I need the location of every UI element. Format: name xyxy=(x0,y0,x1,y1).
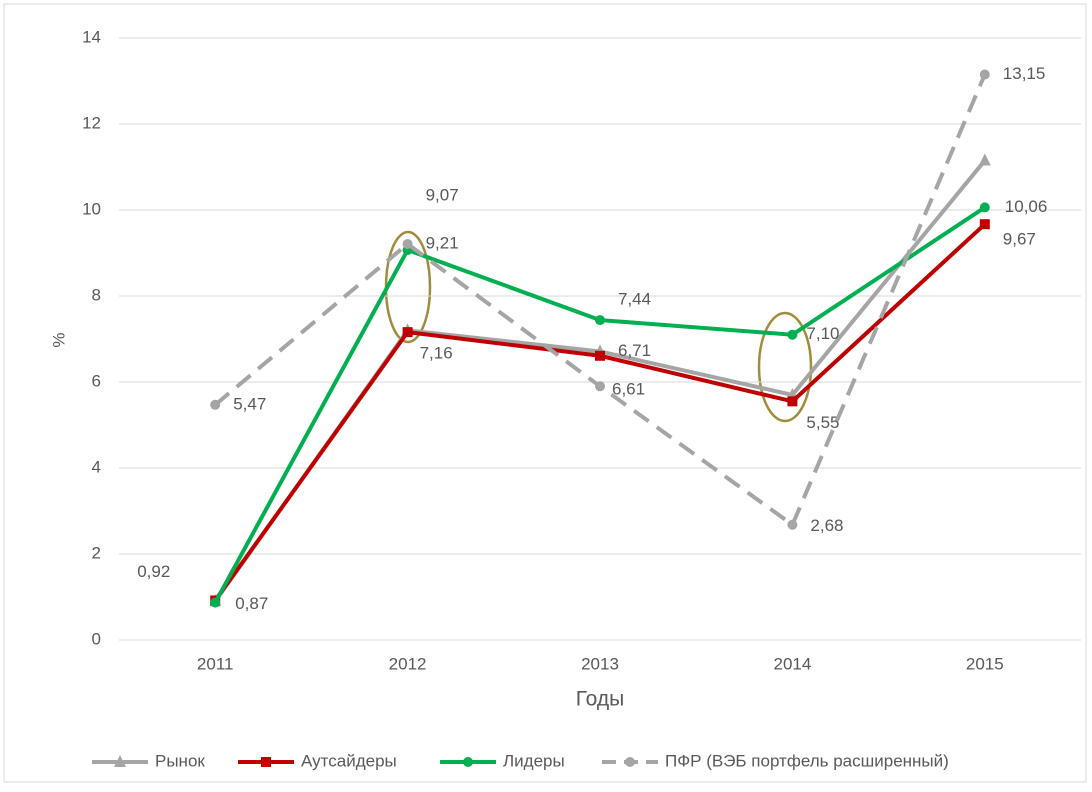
y-tick-label: 10 xyxy=(82,199,101,218)
chart-frame xyxy=(3,3,1087,783)
legend-label: Лидеры xyxy=(503,751,565,770)
legend-marker xyxy=(463,757,473,767)
data-label: 9,67 xyxy=(1003,230,1036,249)
x-tick-label: 2011 xyxy=(197,654,234,673)
data-label: 5,55 xyxy=(806,413,839,432)
y-tick-label: 12 xyxy=(82,113,101,132)
data-label: 10,06 xyxy=(1005,197,1048,216)
legend-label: Рынок xyxy=(155,751,205,770)
legend-marker xyxy=(261,757,271,767)
data-label: 9,21 xyxy=(426,233,459,252)
data-point xyxy=(787,329,798,340)
data-point xyxy=(595,381,605,392)
x-axis-label: Годы xyxy=(576,688,625,711)
legend-label: ПФР (ВЭБ портфель расширенный) xyxy=(665,751,949,770)
x-tick-label: 2015 xyxy=(966,654,1004,673)
legend-marker xyxy=(625,757,635,767)
data-point xyxy=(978,153,991,166)
data-label: 7,44 xyxy=(618,290,651,309)
y-tick-label: 2 xyxy=(92,543,101,562)
data-label: 7,10 xyxy=(806,324,839,343)
data-label: 5,47 xyxy=(233,394,266,413)
data-point xyxy=(787,519,798,530)
highlight-ellipse xyxy=(757,311,813,423)
y-axis-label: % xyxy=(49,332,68,347)
y-tick-label: 0 xyxy=(92,629,101,648)
data-point xyxy=(979,202,990,213)
legend-label: Аутсайдеры xyxy=(301,751,397,770)
data-point xyxy=(210,597,221,608)
x-tick-label: 2012 xyxy=(389,654,427,673)
data-label: 0,87 xyxy=(235,594,268,613)
data-label: 0,92 xyxy=(137,562,170,581)
data-point xyxy=(595,350,605,361)
legend-marker xyxy=(114,755,126,767)
data-label: 6,61 xyxy=(612,379,645,398)
data-point xyxy=(595,315,605,326)
data-point xyxy=(402,327,413,338)
data-point xyxy=(787,396,798,407)
y-tick-label: 6 xyxy=(92,371,101,390)
data-point xyxy=(402,238,413,249)
x-tick-label: 2014 xyxy=(773,654,811,673)
y-tick-label: 14 xyxy=(82,27,101,46)
data-label: 6,71 xyxy=(618,341,651,360)
data-label: 7,16 xyxy=(420,344,453,363)
data-point xyxy=(210,399,221,410)
y-tick-label: 8 xyxy=(92,285,101,304)
x-tick-label: 2013 xyxy=(581,654,619,673)
data-point xyxy=(979,219,990,230)
data-label: 2,68 xyxy=(810,516,843,535)
data-label: 9,07 xyxy=(426,185,459,204)
data-label: 13,15 xyxy=(1003,64,1046,83)
y-tick-label: 4 xyxy=(92,457,101,476)
data-point xyxy=(979,69,990,80)
